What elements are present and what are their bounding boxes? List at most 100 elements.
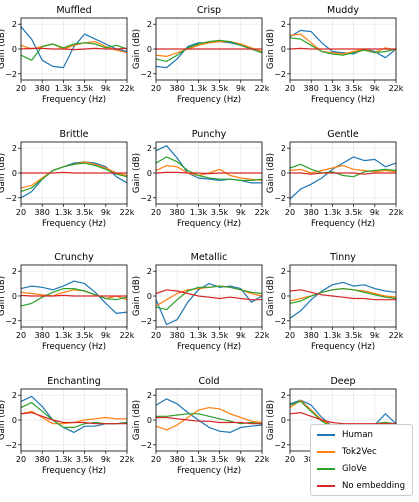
panel-brittle: Brittle 20 380 1.3k 3.5k 9k 22k −2 0 2 Frequency (… [0,129,135,229]
x-tick-label-enchanting-0: 20 [16,455,26,464]
series-line-gentle-no-embedding [290,172,396,175]
series-line-crisp-tok2vec [155,40,263,58]
x-tick-label-metallic-2: 1.3k [190,331,208,340]
y-tick-label-muddy-2: 2 [281,20,286,29]
series-line-gentle-glove [289,163,397,178]
series-line-muffled-human [20,26,128,69]
x-tick-label-tinny-0: 20 [285,331,295,340]
panel-muddy: Muddy 20 380 1.3k 3.5k 9k 22k −2 0 2 Frequency (Hz… [266,5,404,105]
x-tick-label-brittle-0: 20 [16,208,26,217]
series-line-crunchy-no-embedding [20,294,127,297]
legend-swatch-no-embedding [317,485,335,487]
x-tick-label-tinny-4: 9k [370,331,380,340]
panel-title-muffled: Muffled [56,5,91,16]
x-tick-label-gentle-1: 380 [304,208,319,217]
y-tick-label-metallic-0: −2 [140,317,152,326]
y-tick-label-brittle-0: −2 [5,194,17,203]
panel-title-cold: Cold [198,376,219,387]
x-tick-label-enchanting-4: 9k [101,455,111,464]
x-tick-label-metallic-1: 380 [170,331,185,340]
series-line-punchy-human [155,145,262,184]
series-line-tinny-human [289,281,397,319]
x-tick-label-muffled-5: 22k [120,84,135,93]
panel-punchy: Punchy 20 380 1.3k 3.5k 9k 22k −2 0 2 Frequency (H… [132,129,270,229]
y-tick-label-gentle-1: 0 [281,169,286,178]
x-tick-label-punchy-5: 22k [255,208,270,217]
series-line-muddy-tok2vec [289,33,397,55]
x-axis-label-muffled: Frequency (Hz) [42,95,106,105]
y-tick-label-cold-2: 2 [147,391,152,400]
series-line-tinny-glove [289,288,397,304]
x-tick-label-gentle-5: 22k [389,208,404,217]
panel-crunchy: Crunchy 20 380 1.3k 3.5k 9k 22k −2 0 2 Frequency (… [0,252,135,352]
x-axis-label-cold: Frequency (Hz) [177,466,241,476]
series-line-muffled-glove [20,42,128,61]
y-tick-label-gentle-0: −2 [274,194,286,203]
x-tick-label-brittle-1: 380 [35,208,50,217]
panel-title-crunchy: Crunchy [54,252,94,263]
series-line-brittle-glove [20,162,128,193]
x-axis-label-muddy: Frequency (Hz) [311,95,375,105]
y-tick-label-cold-0: −2 [140,441,152,450]
x-axis-label-brittle: Frequency (Hz) [42,219,106,229]
series-line-crunchy-glove [20,288,128,307]
y-tick-label-crunchy-2: 2 [12,267,17,276]
x-tick-label-cold-0: 20 [151,455,161,464]
legend-item-glove: GloVe [317,462,367,476]
panel-cold: Cold 20 380 1.3k 3.5k 9k 22k −2 0 2 Frequency (Hz)… [132,376,270,476]
panel-title-crisp: Crisp [197,5,221,16]
y-tick-label-brittle-1: 0 [12,169,17,178]
y-tick-label-punchy-2: 2 [147,144,152,153]
x-tick-label-metallic-3: 3.5k [211,331,229,340]
panel-title-metallic: Metallic [191,252,228,263]
panel-title-brittle: Brittle [60,129,89,140]
x-tick-label-crisp-1: 380 [170,84,185,93]
y-tick-label-metallic-2: 2 [147,267,152,276]
y-tick-label-crisp-0: −2 [140,70,152,79]
y-axis-label-cold: Gain (dB) [132,400,142,440]
x-tick-label-enchanting-1: 380 [35,455,50,464]
y-axis-label-crunchy: Gain (dB) [0,276,7,316]
x-tick-label-crisp-2: 1.3k [190,84,208,93]
x-axis-label-punchy: Frequency (Hz) [177,219,241,229]
x-tick-label-muddy-2: 1.3k [324,84,342,93]
x-tick-label-metallic-0: 20 [151,331,161,340]
series-line-punchy-no-embedding [155,171,262,175]
legend-label-no-embedding: No embedding [342,481,406,491]
x-tick-label-enchanting-5: 22k [120,455,135,464]
y-tick-label-deep-1: 0 [281,416,286,425]
x-tick-label-gentle-2: 1.3k [324,208,342,217]
y-tick-label-gentle-2: 2 [281,144,286,153]
panel-title-gentle: Gentle [327,129,359,140]
series-line-crunchy-human [20,280,128,314]
series-line-metallic-glove [155,285,263,311]
series-line-enchanting-no-embedding [20,412,127,425]
x-tick-label-crunchy-1: 380 [35,331,50,340]
y-tick-label-crisp-1: 0 [147,45,152,54]
series-line-muddy-glove [289,37,397,56]
legend-label-glove: GloVe [342,464,367,474]
x-tick-label-muddy-5: 22k [389,84,404,93]
x-tick-label-muffled-4: 9k [101,84,111,93]
series-line-tinny-no-embedding [289,289,396,301]
y-axis-label-crisp: Gain (dB) [132,29,142,69]
series-line-enchanting-tok2vec [20,410,127,425]
x-axis-label-crisp: Frequency (Hz) [177,95,241,105]
panel-title-muddy: Muddy [327,5,359,16]
y-axis-label-muddy: Gain (dB) [266,29,276,69]
series-line-muffled-tok2vec [20,40,128,54]
legend-label-tok2vec: Tok2Vec [342,447,377,457]
series-line-muddy-no-embedding [289,47,396,50]
series-line-gentle-tok2vec [289,165,397,174]
y-tick-label-punchy-1: 0 [147,169,152,178]
series-line-muddy-human [289,29,397,59]
x-tick-label-metallic-4: 9k [236,331,246,340]
y-axis-label-tinny: Gain (dB) [266,276,276,316]
y-tick-label-punchy-0: −2 [140,194,152,203]
y-tick-label-enchanting-0: −2 [5,441,17,450]
legend-label-human: Human [342,430,373,440]
legend-item-human: Human [317,428,373,442]
x-tick-label-crunchy-4: 9k [101,331,111,340]
y-tick-label-muffled-2: 2 [12,20,17,29]
x-tick-label-crisp-4: 9k [236,84,246,93]
